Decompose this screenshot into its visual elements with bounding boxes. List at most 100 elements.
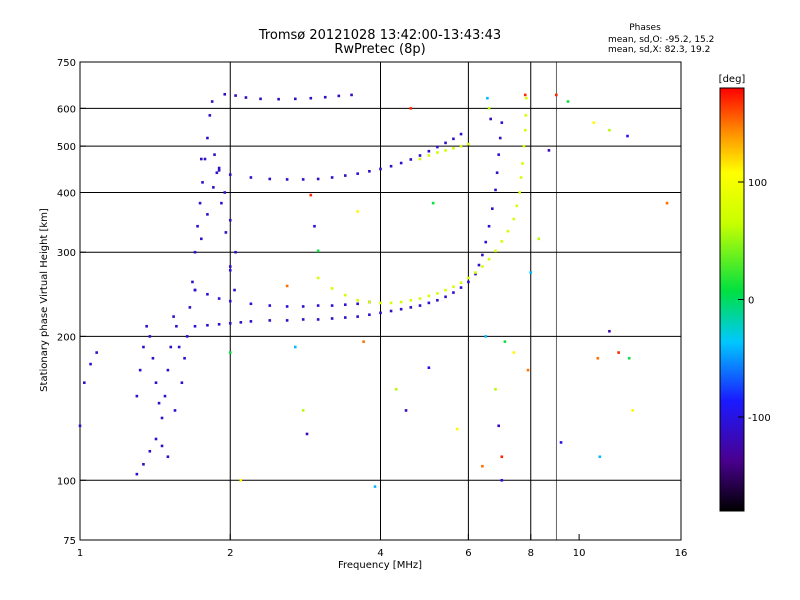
data-point — [379, 167, 382, 171]
data-point — [452, 285, 455, 289]
data-point — [160, 416, 164, 420]
data-point — [537, 237, 541, 241]
data-point — [316, 276, 320, 280]
data-point — [220, 201, 223, 205]
data-point — [151, 356, 155, 360]
data-point — [596, 356, 600, 360]
data-point — [206, 136, 209, 140]
data-point — [467, 142, 470, 146]
data-point — [217, 169, 221, 172]
data-point — [503, 340, 507, 343]
data-point — [627, 356, 631, 360]
data-point — [484, 335, 488, 338]
data-point — [142, 345, 145, 349]
data-point — [427, 366, 431, 369]
data-point — [356, 172, 359, 175]
data-point — [474, 271, 477, 274]
data-point — [234, 250, 237, 254]
data-point — [145, 324, 148, 328]
data-point — [500, 455, 504, 459]
data-point — [330, 176, 334, 179]
data-point — [316, 249, 320, 253]
data-point — [316, 304, 320, 307]
data-point — [200, 237, 203, 241]
data-point — [487, 257, 491, 261]
data-point — [206, 213, 209, 216]
y-tick-label: 300 — [57, 248, 76, 259]
y-tick-label: 75 — [63, 536, 76, 547]
data-point — [82, 381, 86, 385]
x-tick-label: 1 — [77, 548, 83, 559]
data-point — [313, 224, 316, 228]
colorbar-tick-label: 100 — [748, 178, 767, 189]
data-point — [268, 304, 272, 307]
data-point — [399, 161, 403, 165]
chart-title: Tromsø 20121028 13:42:00-13:43:43 — [258, 28, 501, 43]
data-point — [249, 320, 253, 323]
colorbar-tick-label: 0 — [748, 296, 754, 307]
data-point — [223, 191, 227, 194]
data-point — [193, 324, 197, 328]
data-point — [524, 114, 528, 117]
data-point — [379, 301, 382, 305]
data-point — [368, 169, 371, 173]
data-point — [259, 97, 262, 101]
data-point — [477, 263, 481, 267]
data-point — [239, 321, 243, 324]
data-point — [368, 300, 371, 304]
data-point — [228, 173, 232, 176]
data-point — [285, 319, 289, 322]
data-point — [163, 394, 167, 398]
x-tick-label: 8 — [528, 548, 534, 559]
data-point — [228, 218, 232, 222]
data-point — [212, 186, 215, 189]
data-point — [626, 134, 629, 138]
data-point — [356, 298, 359, 302]
data-point — [196, 224, 199, 228]
data-point — [78, 424, 82, 428]
data-point — [177, 345, 181, 349]
data-point — [427, 149, 431, 153]
data-point — [228, 351, 232, 354]
data-point — [323, 95, 327, 99]
data-point — [459, 132, 463, 136]
data-point — [427, 294, 431, 298]
data-point — [404, 409, 408, 412]
data-point — [343, 303, 347, 306]
data-point — [223, 92, 227, 96]
data-point — [206, 323, 209, 327]
data-point — [631, 409, 634, 412]
data-point — [301, 305, 305, 308]
data-point — [201, 181, 204, 184]
x-axis-title: Frequency [MHz] — [338, 560, 422, 571]
data-point — [436, 151, 439, 154]
data-point — [208, 114, 212, 117]
chart-subtitle: RwPretec (8p) — [334, 42, 425, 57]
data-point — [491, 207, 494, 210]
data-point — [523, 128, 527, 132]
data-point — [608, 329, 611, 333]
data-point — [228, 268, 232, 272]
y-tick-label: 400 — [57, 188, 76, 199]
data-point — [500, 478, 504, 482]
data-point — [234, 94, 237, 97]
data-point — [494, 249, 497, 253]
y-tick-label: 500 — [57, 142, 76, 153]
data-point — [316, 177, 320, 181]
data-point — [343, 316, 347, 319]
data-point — [217, 322, 221, 326]
data-point — [217, 166, 221, 170]
data-point — [418, 154, 422, 157]
data-point — [175, 324, 178, 328]
y-tick-label: 200 — [57, 332, 76, 343]
data-point — [481, 265, 484, 268]
data-point — [409, 298, 413, 302]
data-point — [200, 157, 203, 161]
data-point — [498, 136, 502, 140]
data-point — [193, 250, 197, 254]
data-point — [494, 388, 497, 391]
data-point — [418, 304, 422, 307]
data-point — [389, 301, 393, 305]
data-point — [233, 288, 236, 292]
data-point — [166, 368, 170, 372]
